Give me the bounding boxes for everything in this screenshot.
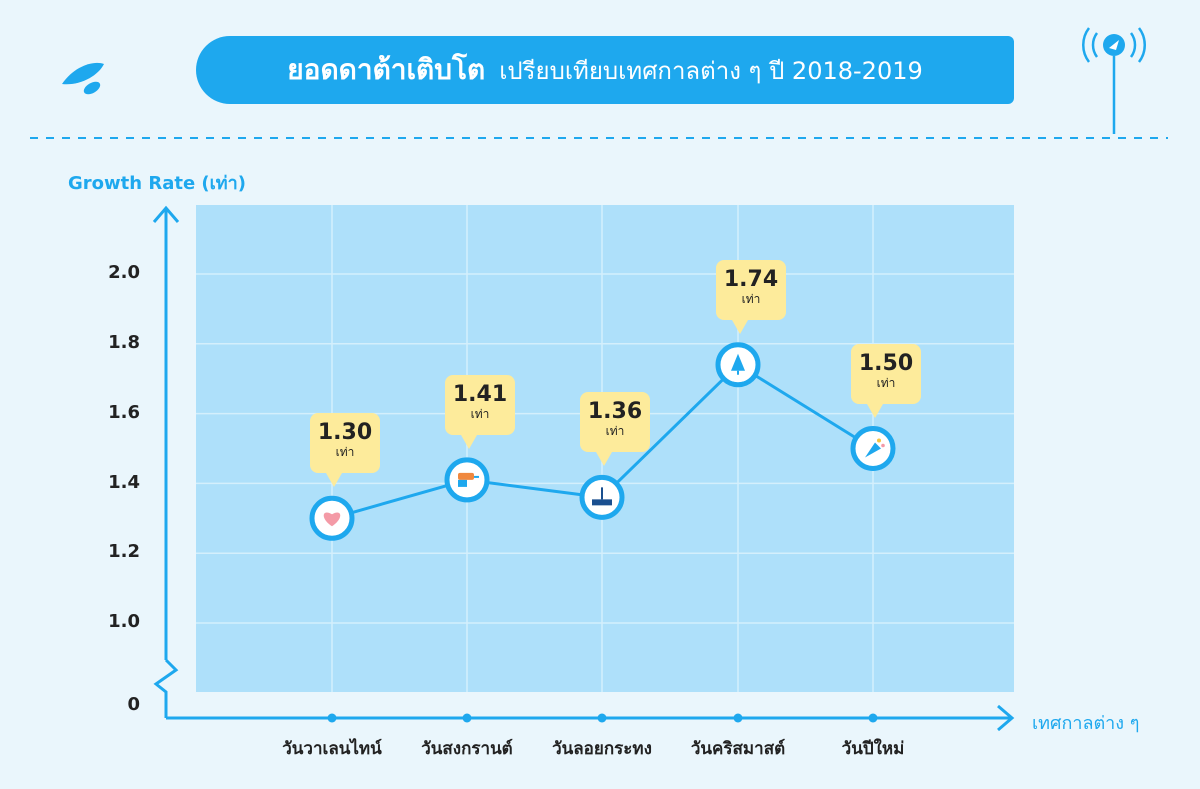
unit-label: เท่า — [876, 375, 896, 390]
water-gun-icon — [458, 472, 479, 487]
title-sub: เปรียบเทียบเทศกาลต่าง ๆ ปี 2018-2019 — [499, 56, 923, 85]
x-tick-label: วันสงกรานต์ — [421, 739, 513, 759]
x-tick-label: วันคริสมาสต์ — [690, 739, 786, 759]
x-tick-dots — [327, 713, 878, 723]
data-point — [715, 342, 761, 388]
y-tick-label: 0 — [127, 694, 140, 715]
page-title: ยอดดาต้าเติบโต เปรียบเทียบเทศกาลต่าง ๆ ป… — [196, 36, 1014, 104]
value-callout: 1.50 เท่า — [851, 343, 921, 418]
unit-label: เท่า — [470, 406, 490, 421]
data-point — [850, 426, 896, 471]
y-tick-label: 1.0 — [108, 611, 140, 632]
title-main: ยอดดาต้าเติบโต — [287, 53, 486, 86]
heart-icon — [323, 512, 341, 527]
value-label: 1.41 — [452, 381, 508, 407]
data-point — [444, 457, 490, 503]
value-label: 1.74 — [723, 266, 779, 292]
y-tick-label: 2.0 — [108, 262, 140, 283]
value-callout: 1.30 เท่า — [310, 413, 380, 488]
value-callout: 1.41 เท่า — [445, 374, 515, 449]
y-tick-label: 1.8 — [108, 332, 140, 353]
x-tick-label: วันลอยกระทง — [552, 739, 652, 759]
signal-tower-icon — [1082, 27, 1146, 134]
x-tick-dot — [597, 713, 607, 723]
party-popper-icon — [865, 438, 885, 458]
value-label: 1.30 — [317, 420, 373, 446]
x-tick-dot — [733, 713, 743, 723]
x-axis — [166, 704, 1015, 732]
krathong-icon — [592, 487, 612, 506]
data-points — [309, 342, 896, 541]
y-tick-label: 1.6 — [108, 402, 140, 423]
x-axis-label: เทศกาลต่าง ๆ — [1032, 713, 1140, 734]
telenor-logo-icon — [62, 62, 104, 95]
data-point — [579, 474, 625, 520]
value-label: 1.36 — [587, 399, 643, 425]
x-tick-dot — [462, 713, 472, 723]
tree-icon — [731, 353, 745, 375]
x-tick-label: วันปีใหม่ — [841, 739, 905, 759]
x-tick-dot — [868, 713, 878, 723]
unit-label: เท่า — [741, 291, 761, 306]
unit-label: เท่า — [605, 424, 625, 439]
y-axis-label: Growth Rate (เท่า) — [68, 173, 246, 194]
value-label: 1.50 — [858, 350, 914, 376]
y-tick-label: 1.2 — [108, 541, 140, 562]
data-point — [309, 495, 355, 541]
value-callout: 1.74 เท่า — [716, 259, 786, 334]
y-tick-label: 1.4 — [108, 472, 140, 493]
x-tick-label: วันวาเลนไทน์ — [282, 739, 382, 759]
unit-label: เท่า — [335, 445, 355, 460]
y-axis — [152, 205, 180, 718]
x-tick-dot — [327, 713, 337, 723]
value-callout: 1.36 เท่า — [580, 392, 650, 467]
